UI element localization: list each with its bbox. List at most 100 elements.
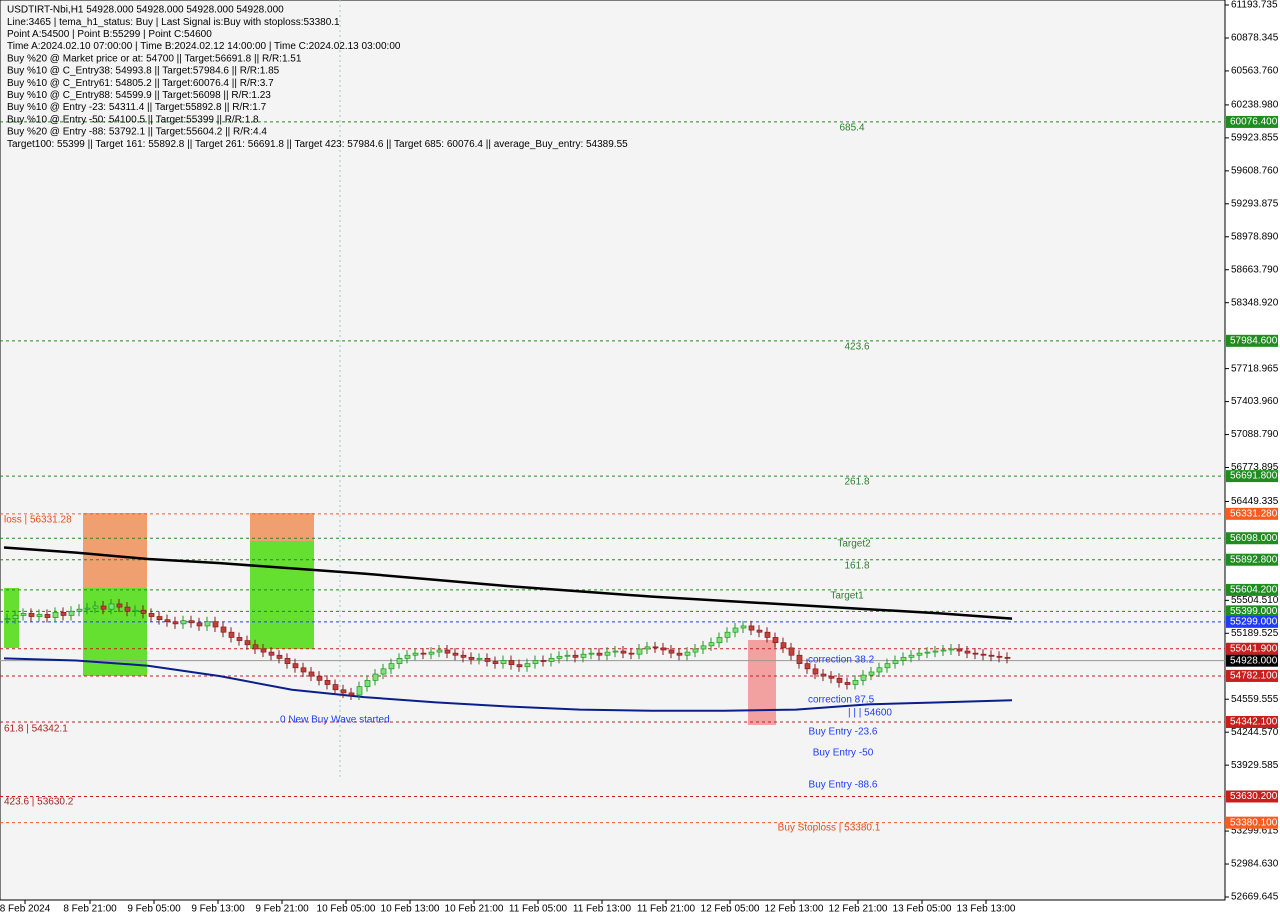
candle (588, 652, 595, 655)
candle (804, 663, 811, 670)
level-tag (1226, 654, 1278, 667)
candle (212, 621, 219, 628)
candle (516, 664, 523, 668)
candle (484, 658, 491, 662)
candle (4, 618, 11, 620)
candle (100, 605, 107, 610)
loss-zone (83, 513, 147, 588)
annotation: Buy Entry -23.6 (809, 727, 878, 738)
info-line: Buy %10 @ Entry -50: 54100.5 || Target:5… (7, 114, 259, 125)
level-label: 55299.000 (1230, 616, 1278, 627)
y-tick-label: 54559.555 (1231, 694, 1279, 705)
info-line: Target100: 55399 || Target 161: 55892.8 … (7, 139, 628, 150)
level-label: 54342.100 (1230, 717, 1278, 728)
candle (684, 651, 691, 656)
candle (572, 654, 579, 658)
info-line: Buy %20 @ Market price or at: 54700 || T… (7, 53, 302, 64)
y-tick-label: 55504.510 (1231, 595, 1279, 606)
candle (644, 646, 651, 650)
candle (36, 614, 43, 617)
x-tick-label: 11 Feb 13:00 (573, 904, 632, 915)
candle (268, 651, 275, 656)
candle (900, 656, 907, 661)
candle (228, 631, 235, 638)
x-tick-label: 9 Feb 21:00 (255, 904, 309, 915)
candle (940, 649, 947, 652)
candle (76, 608, 83, 612)
candle (148, 613, 155, 617)
level-tag (1226, 470, 1278, 483)
candle (68, 610, 75, 616)
candle (20, 613, 27, 616)
level-tag (1226, 816, 1278, 829)
info-line: Buy %10 @ C_Entry88: 54599.9 || Target:5… (7, 90, 271, 101)
level-label: 55399.000 (1230, 606, 1278, 617)
level-label: 60076.400 (1230, 117, 1278, 128)
candle (292, 663, 299, 669)
candle (812, 668, 819, 675)
level-label: 54782.100 (1230, 671, 1278, 682)
candle (92, 605, 99, 609)
candle (428, 651, 435, 655)
level-tag (1226, 583, 1278, 596)
y-tick-label: 58978.890 (1231, 231, 1279, 242)
candle (364, 679, 371, 687)
candle (820, 673, 827, 677)
x-tick-label: 8 Feb 21:00 (63, 904, 117, 915)
candle (628, 652, 635, 655)
candle (396, 658, 403, 664)
candle (932, 650, 939, 653)
candle (180, 620, 187, 625)
y-tick-label: 56449.335 (1231, 496, 1279, 507)
level-label: 56331.280 (1230, 508, 1278, 519)
level-tag (1226, 605, 1278, 618)
candle (500, 660, 507, 664)
y-tick-label: 59293.875 (1231, 198, 1279, 209)
y-tick-label: 52669.645 (1231, 892, 1279, 903)
candle (28, 613, 35, 617)
loss-zone (250, 513, 314, 541)
x-tick-label: 12 Feb 13:00 (765, 904, 824, 915)
x-tick-label: 10 Feb 21:00 (445, 904, 504, 915)
candle (116, 603, 123, 608)
candle (140, 609, 147, 614)
candle (988, 654, 995, 657)
candle (452, 652, 459, 656)
candle (636, 648, 643, 655)
entry-zone (250, 541, 314, 649)
candle (468, 656, 475, 660)
candle (460, 654, 467, 658)
x-tick-label: 9 Feb 05:00 (127, 904, 181, 915)
candle (60, 611, 67, 616)
level-tag (1226, 642, 1278, 655)
candle (732, 627, 739, 633)
candle (548, 658, 555, 662)
level-label: 54928.000 (1230, 655, 1278, 666)
level-tag (1226, 115, 1278, 128)
candle (908, 654, 915, 658)
annotation: correction 87.5 (808, 695, 875, 706)
y-tick-label: 59923.855 (1231, 133, 1279, 144)
annotation: 423.6 (844, 342, 869, 353)
candle (356, 686, 363, 696)
candle (796, 654, 803, 664)
candle (436, 649, 443, 653)
annotation: 685.4 (839, 123, 864, 134)
candle (652, 646, 659, 649)
y-tick-label: 61193.735 (1231, 0, 1278, 11)
level-tag (1226, 507, 1278, 520)
annotation: 0 New Buy Wave started (280, 715, 390, 726)
candle (388, 663, 395, 670)
candle (884, 663, 891, 669)
candle (860, 674, 867, 681)
annotation: 161.8 (844, 561, 869, 572)
candle (828, 675, 835, 679)
x-tick-label: 8 Feb 2024 (0, 904, 51, 915)
candle (164, 619, 171, 623)
candle (972, 652, 979, 655)
y-tick-label: 53929.585 (1231, 760, 1279, 771)
annotation: 61.8 | 54342.1 (4, 724, 68, 735)
candle (740, 625, 747, 629)
candle (108, 603, 115, 610)
candle (12, 615, 19, 619)
